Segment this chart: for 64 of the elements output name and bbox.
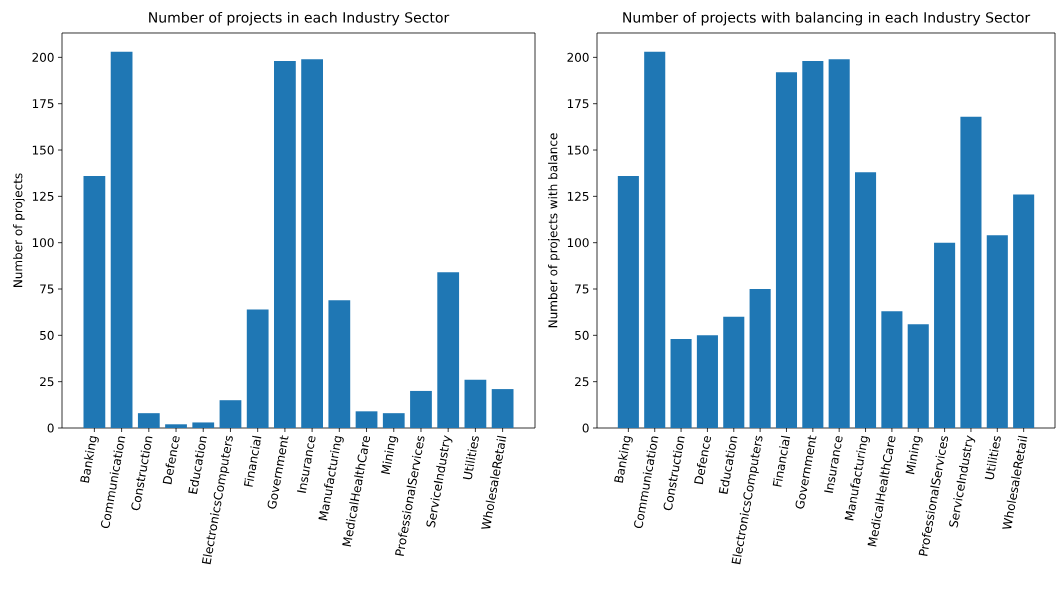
- y-tick-label: 175: [32, 99, 54, 109]
- y-tick-label: 25: [575, 377, 589, 387]
- x-tick-label: Banking: [80, 435, 99, 483]
- bar: [110, 51, 133, 428]
- y-tick-label: 0: [47, 423, 54, 433]
- bar: [881, 311, 903, 428]
- bar: [246, 309, 269, 428]
- bar: [723, 316, 745, 428]
- bar: [670, 339, 692, 428]
- bar: [775, 72, 798, 428]
- chart-title: Number of projects with balancing in each Industry Sector: [623, 11, 1031, 26]
- y-axis-title: Number of projects: [13, 173, 25, 287]
- bar: [1013, 194, 1035, 428]
- bar: [960, 116, 982, 428]
- bar: [855, 172, 877, 428]
- bar: [828, 59, 850, 428]
- bar: [192, 422, 215, 428]
- y-axis-title: Number of projects with balance: [548, 133, 560, 328]
- bar: [137, 413, 160, 428]
- y-tick-label: 25: [40, 377, 54, 387]
- y-tick-label: 100: [567, 238, 589, 248]
- bar: [491, 389, 514, 428]
- x-tick-label: Insurance: [824, 436, 843, 494]
- y-tick-label: 200: [567, 52, 589, 62]
- bar: [437, 272, 460, 428]
- bar: [355, 411, 378, 428]
- bar: [934, 242, 956, 428]
- bar: [907, 324, 929, 428]
- bar: [328, 300, 351, 428]
- bar: [644, 51, 666, 428]
- bar: [274, 61, 296, 428]
- x-tick-label: Financial: [243, 435, 262, 487]
- y-tick-label: 75: [40, 284, 54, 294]
- bar: [464, 379, 487, 428]
- x-tick-label: Defence: [162, 436, 180, 485]
- bar: [986, 235, 1008, 428]
- y-tick-label: 75: [575, 284, 589, 294]
- bar: [749, 289, 771, 428]
- y-tick-label: 125: [567, 191, 589, 201]
- y-tick-label: 0: [582, 423, 589, 433]
- bar: [696, 335, 718, 428]
- y-tick-label: 100: [32, 238, 54, 248]
- y-tick-label: 200: [32, 52, 54, 62]
- y-tick-label: 50: [575, 330, 589, 340]
- x-tick-label: Banking: [614, 435, 633, 483]
- x-tick-label: Defence: [694, 436, 711, 485]
- bar: [165, 424, 187, 428]
- chart-title: Number of projects in each Industry Sector: [149, 11, 450, 26]
- bar: [83, 175, 106, 428]
- bar: [382, 413, 405, 428]
- y-tick-label: 50: [40, 330, 54, 340]
- y-tick-label: 175: [567, 99, 589, 109]
- bar: [219, 400, 242, 428]
- bar: [301, 59, 323, 428]
- x-tick-label: Insurance: [297, 436, 316, 494]
- bar: [617, 175, 639, 428]
- x-tick-label: Utilities: [462, 436, 479, 480]
- y-tick-label: 150: [32, 145, 54, 155]
- x-tick-label: Financial: [772, 435, 791, 487]
- y-tick-label: 125: [32, 191, 54, 201]
- bar: [802, 61, 824, 428]
- bar: [410, 390, 432, 428]
- y-tick-label: 150: [567, 145, 589, 155]
- x-tick-label: Utilities: [984, 436, 1001, 480]
